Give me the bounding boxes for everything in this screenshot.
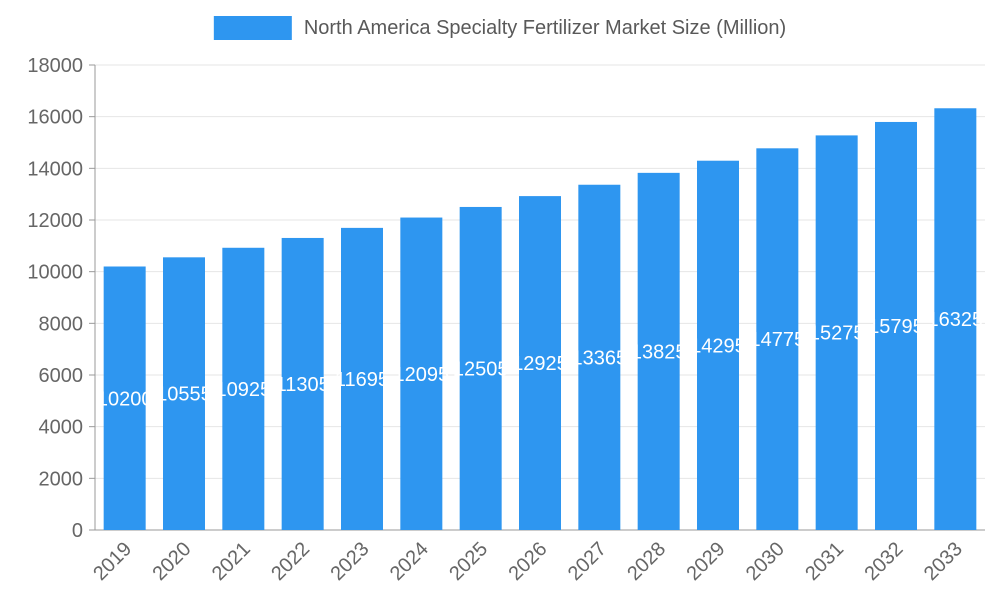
y-tick-label: 4000 [39, 417, 84, 439]
x-tick-label: 2026 [505, 538, 552, 585]
bar[interactable] [341, 227, 383, 531]
x-tick-label: 2024 [386, 538, 433, 585]
y-tick-label: 18000 [27, 55, 83, 77]
x-tick-label: 2020 [149, 538, 196, 585]
bar[interactable] [222, 247, 265, 531]
y-tick-label: 10000 [27, 262, 83, 284]
bar-value-label: 11695 [335, 369, 389, 391]
bar-value-label: 12095 [394, 364, 450, 386]
bar-value-label: 12925 [512, 353, 568, 375]
bar[interactable] [578, 184, 621, 531]
x-tick-label: 2025 [445, 538, 492, 585]
x-tick-label: 2023 [327, 538, 374, 585]
y-tick-label: 0 [72, 520, 83, 542]
bar[interactable] [281, 237, 324, 530]
bar-value-label: 15275 [809, 323, 865, 345]
bar-value-label: 13825 [631, 341, 687, 363]
legend-swatch[interactable] [213, 16, 292, 40]
bar[interactable] [697, 160, 739, 530]
bar[interactable] [934, 108, 977, 530]
bar-value-label: 13365 [572, 347, 628, 369]
y-tick-label: 2000 [39, 468, 84, 490]
legend-label[interactable]: North America Specialty Fertilizer Marke… [303, 16, 787, 39]
y-tick-label: 14000 [27, 158, 83, 180]
bar[interactable] [756, 148, 799, 530]
bar-value-label: 10555 [156, 384, 212, 406]
x-tick-label: 2032 [861, 538, 908, 585]
bar-value-label: 12505 [453, 358, 509, 380]
x-tick-label: 2028 [623, 538, 670, 585]
bar[interactable] [103, 266, 146, 531]
bar[interactable] [875, 121, 917, 531]
y-tick-label: 12000 [27, 210, 83, 232]
bar-value-label: 11305 [276, 374, 330, 396]
y-tick-label: 6000 [39, 365, 84, 387]
x-tick-label: 2033 [920, 538, 967, 585]
bar-value-label: 14775 [750, 329, 806, 351]
bar[interactable] [400, 217, 443, 530]
x-tick-label: 2030 [742, 538, 789, 585]
bar[interactable] [459, 206, 502, 530]
bar-value-label: 16325 [928, 309, 984, 331]
bar[interactable] [815, 135, 858, 531]
x-tick-label: 2019 [89, 538, 136, 585]
y-tick-label: 16000 [27, 107, 83, 129]
x-tick-label: 2027 [564, 538, 611, 585]
bar-value-label: 10200 [97, 388, 153, 410]
x-tick-label: 2021 [208, 538, 255, 585]
chart-legend[interactable]: North America Specialty Fertilizer Marke… [213, 16, 787, 40]
bar-value-label: 10925 [216, 379, 272, 401]
x-tick-label: 2022 [267, 538, 314, 585]
bar[interactable] [637, 172, 680, 530]
x-tick-label: 2029 [683, 538, 730, 585]
bar-value-label: 14295 [690, 335, 746, 357]
bar[interactable] [519, 196, 561, 530]
bar[interactable] [163, 257, 205, 530]
x-tick-label: 2031 [801, 538, 848, 585]
y-tick-label: 8000 [39, 313, 84, 335]
bar-value-label: 15795 [868, 316, 924, 338]
